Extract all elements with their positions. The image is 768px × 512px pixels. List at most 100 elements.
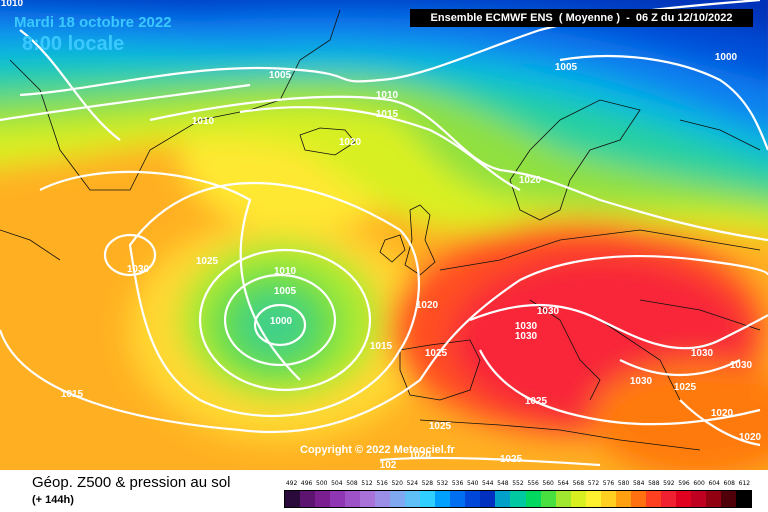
scale-ticks: 492 496 500 504 508 512 516 520 524 528 532 536 540 5…	[284, 480, 752, 488]
scale-tick-label: 572	[587, 480, 600, 487]
scale-tick-label: 560	[542, 480, 554, 487]
scale-swatch	[480, 491, 496, 507]
pressure-label: 1030	[127, 264, 150, 275]
weather-map: 1010 1005 1005 1000 1010 1010 1015 1020 …	[0, 0, 768, 470]
copyright: Copyright © 2022 Meteociel.fr	[300, 444, 455, 456]
scale-swatch	[390, 491, 406, 507]
scale-swatch	[645, 491, 661, 507]
pressure-label: 1020	[739, 432, 762, 443]
color-scale	[284, 490, 752, 508]
scale-tick-label: 528	[421, 480, 434, 487]
scale-tick-label: 492	[285, 480, 298, 487]
pressure-label: 1010	[192, 116, 215, 127]
pressure-label: 1025	[196, 256, 219, 267]
scale-tick-label: 504	[331, 480, 343, 487]
scale-tick-label: 588	[648, 480, 660, 487]
scale-swatch	[540, 491, 556, 507]
lead-time: (+ 144h)	[32, 494, 74, 506]
scale-swatch	[435, 491, 451, 507]
scale-swatch	[495, 491, 511, 507]
pressure-label: 1030	[515, 321, 538, 332]
scale-tick-label: 600	[693, 480, 705, 487]
pressure-label: 1020	[339, 137, 362, 148]
pressure-label: 1000	[270, 316, 293, 327]
scale-tick-label: 540	[466, 480, 479, 487]
scale-swatch	[420, 491, 436, 507]
scale-tick-label: 592	[663, 480, 675, 487]
pressure-label: 1030	[691, 348, 714, 359]
scale-swatch	[705, 491, 721, 507]
pressure-label: 1000	[715, 52, 738, 63]
pressure-label: 1010	[376, 90, 399, 101]
scale-tick-label: 508	[346, 480, 358, 487]
scale-tick-label: 580	[617, 480, 630, 487]
scale-tick-label: 568	[572, 480, 585, 487]
scale-swatch	[375, 491, 391, 507]
scale-swatch	[555, 491, 571, 507]
scale-swatch	[600, 491, 616, 507]
scale-tick-label: 536	[451, 480, 464, 487]
pressure-label: 1010	[1, 0, 24, 9]
scale-tick-label: 524	[406, 480, 419, 487]
scale-swatch	[630, 491, 646, 507]
parameter-title: Géop. Z500 & pression au sol	[32, 474, 231, 491]
scale-swatch	[735, 491, 751, 507]
scale-tick-label: 512	[361, 480, 373, 487]
scale-tick-label: 544	[482, 480, 494, 487]
pressure-label: 1015	[370, 341, 393, 352]
pressure-label: 1020	[416, 300, 439, 311]
pressure-label: 1010	[274, 266, 297, 277]
scale-swatch	[675, 491, 691, 507]
scale-swatch	[360, 491, 376, 507]
scale-tick-label: 552	[512, 480, 524, 487]
scale-swatch	[345, 491, 361, 507]
pressure-label: 102	[380, 460, 397, 470]
scale-tick-label: 612	[738, 480, 751, 487]
scale-tick-label: 520	[391, 480, 403, 487]
forecast-time: 8:00 locale	[22, 33, 125, 55]
map-canvas: 1010 1005 1005 1000 1010 1010 1015 1020 …	[0, 0, 768, 470]
scale-tick-label: 496	[300, 480, 313, 487]
pressure-label: 1005	[555, 62, 578, 73]
pressure-label: 1030	[630, 376, 653, 387]
scale-swatch	[525, 491, 541, 507]
scale-tick-label: 500	[316, 480, 328, 487]
forecast-date: Mardi 18 octobre 2022	[14, 14, 172, 31]
pressure-label: 1030	[515, 331, 538, 342]
scale-tick-label: 576	[602, 480, 615, 487]
pressure-label: 1025	[425, 348, 448, 359]
scale-tick-label: 516	[376, 480, 388, 487]
pressure-label: 1025	[429, 421, 452, 432]
pressure-label: 1025	[500, 454, 523, 465]
scale-tick-label: 564	[557, 480, 569, 487]
scale-tick-label: 548	[497, 480, 509, 487]
scale-tick-label: 596	[678, 480, 690, 487]
pressure-label: 1015	[376, 109, 399, 120]
legend-panel: Géop. Z500 & pression au sol (+ 144h) 49…	[0, 470, 768, 512]
scale-swatch	[465, 491, 481, 507]
scale-swatch	[405, 491, 421, 507]
scale-swatch	[300, 491, 316, 507]
scale-swatch	[330, 491, 346, 507]
scale-swatch	[615, 491, 631, 507]
pressure-label: 1015	[61, 389, 84, 400]
scale-tick-label: 584	[632, 480, 645, 487]
pressure-label: 1025	[525, 396, 548, 407]
pressure-label: 1020	[711, 408, 734, 419]
scale-tick-label: 532	[436, 480, 449, 487]
scale-swatch	[660, 491, 676, 507]
scale-swatch	[585, 491, 601, 507]
scale-swatch	[510, 491, 526, 507]
model-run-banner: Ensemble ECMWF ENS ( Moyenne ) - 06 Z du…	[410, 9, 753, 27]
scale-tick-label: 608	[723, 480, 735, 487]
scale-tick-label: 556	[527, 480, 539, 487]
scale-tick-label: 604	[708, 480, 720, 487]
scale-swatch	[450, 491, 466, 507]
pressure-label: 1005	[269, 70, 292, 81]
pressure-label: 1020	[409, 450, 432, 461]
scale-swatch	[285, 491, 301, 507]
pressure-label: 1025	[674, 382, 697, 393]
pressure-label: 1005	[274, 286, 297, 297]
pressure-label: 1030	[730, 360, 753, 371]
pressure-label: 1020	[519, 175, 542, 186]
